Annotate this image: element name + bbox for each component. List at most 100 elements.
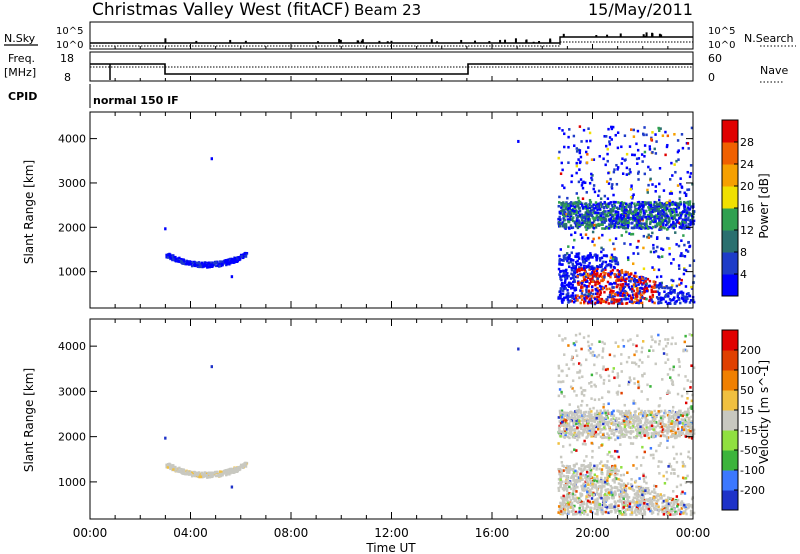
range-cell	[588, 471, 591, 475]
range-cell	[643, 144, 647, 147]
range-cell	[663, 510, 667, 513]
range-cell	[601, 512, 604, 516]
range-cell	[648, 349, 651, 352]
range-cell	[561, 339, 564, 342]
range-cell	[611, 464, 614, 468]
range-cell	[614, 210, 617, 214]
range-cell	[677, 213, 680, 217]
range-cell	[573, 504, 576, 508]
range-cell	[197, 471, 200, 475]
range-cell	[627, 420, 630, 424]
range-cell	[574, 294, 577, 297]
range-cell	[660, 409, 663, 413]
range-cell	[684, 348, 687, 352]
range-cell	[665, 435, 669, 439]
range-cell	[630, 184, 633, 188]
range-cell	[650, 512, 654, 515]
range-cell	[624, 484, 628, 488]
range-cell	[578, 376, 581, 380]
range-cell	[584, 426, 588, 430]
range-cell	[656, 205, 659, 208]
range-cell	[661, 286, 664, 290]
range-cell	[636, 415, 640, 419]
range-cell	[683, 425, 686, 428]
range-cell	[636, 148, 640, 152]
range-cell	[613, 226, 616, 229]
range-cell	[567, 212, 570, 215]
range-cell	[645, 226, 648, 230]
range-cell	[688, 435, 691, 439]
range-cell	[575, 219, 579, 222]
range-cell	[683, 410, 687, 414]
range-cell	[596, 282, 599, 286]
range-cell	[657, 203, 660, 206]
range-cell	[588, 500, 591, 504]
range-cell	[602, 213, 605, 216]
range-cell	[600, 470, 603, 474]
range-cell	[667, 237, 670, 240]
range-cell	[667, 423, 670, 427]
range-cell	[607, 426, 611, 429]
range-cell	[654, 225, 657, 229]
range-cell	[685, 503, 689, 507]
range-cell	[590, 476, 594, 480]
range-cell	[589, 480, 592, 483]
range-cell	[620, 391, 623, 395]
range-cell	[586, 272, 589, 276]
range-cell	[173, 469, 177, 472]
range-cell	[558, 470, 561, 473]
range-cell	[654, 285, 657, 289]
range-cell	[564, 287, 568, 290]
range-cell	[599, 291, 602, 295]
range-cell	[637, 290, 641, 294]
range-cell	[606, 432, 609, 435]
range-cell	[683, 268, 686, 271]
range-cell	[612, 414, 615, 417]
range-cell	[185, 472, 188, 476]
range-cell	[640, 346, 644, 350]
range-cell	[209, 473, 212, 476]
range-cell	[610, 282, 614, 286]
range-cell	[665, 503, 668, 507]
range-cell	[628, 486, 631, 490]
range-cell	[599, 431, 602, 434]
range-cell	[609, 259, 612, 263]
range-cell	[573, 429, 577, 433]
range-cell	[616, 372, 619, 375]
range-cell	[668, 286, 672, 290]
range-cell	[652, 428, 655, 431]
range-cell	[574, 433, 577, 437]
range-cell	[666, 338, 670, 341]
range-cell	[623, 134, 627, 138]
range-cell	[187, 470, 190, 473]
range-cell	[616, 211, 620, 214]
range-cell	[615, 391, 619, 395]
range-cell	[565, 464, 569, 468]
range-cell	[559, 435, 562, 438]
range-cell	[577, 411, 580, 414]
range-cell	[575, 150, 579, 153]
range-cell	[580, 425, 583, 428]
range-cell	[672, 507, 676, 510]
range-cell	[211, 264, 215, 267]
range-cell	[663, 409, 667, 413]
range-cell	[680, 226, 683, 230]
range-cell	[603, 200, 606, 204]
range-cell	[608, 493, 611, 496]
range-cell	[591, 256, 594, 259]
range-cell	[575, 419, 578, 422]
range-cell	[613, 294, 616, 298]
range-cell	[643, 290, 646, 294]
range-cell	[656, 424, 659, 428]
range-cell	[588, 206, 592, 210]
range-cell	[615, 422, 619, 426]
range-cell	[594, 486, 597, 489]
range-cell	[646, 191, 649, 194]
range-cell	[574, 469, 577, 473]
range-cell	[631, 505, 634, 509]
range-cell	[673, 163, 676, 166]
range-cell	[617, 213, 620, 217]
range-cell	[585, 228, 588, 231]
range-cell	[586, 223, 589, 226]
range-cell	[610, 300, 613, 304]
